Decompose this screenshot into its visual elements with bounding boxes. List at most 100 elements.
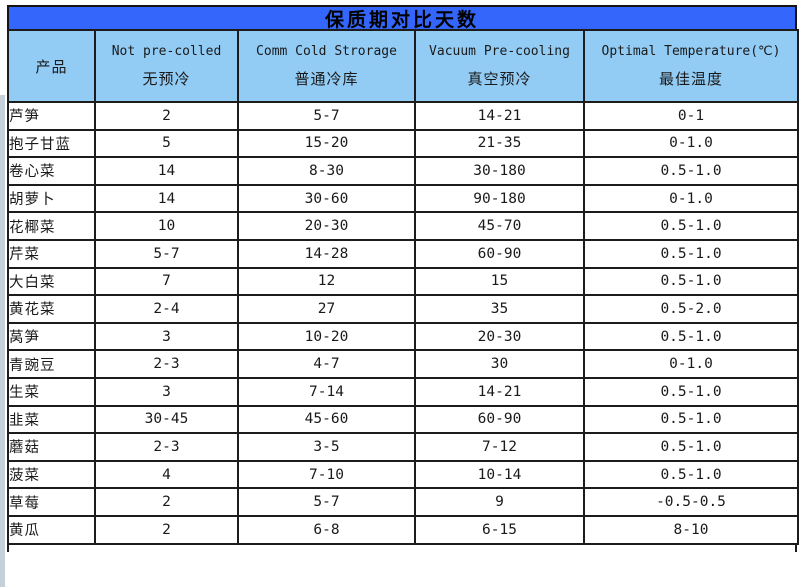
left-gutter: [0, 95, 5, 587]
header-row: 产品 Not pre-colled 无预冷 Comm Cold Strorage…: [7, 29, 799, 103]
value-cell: 10-20: [237, 321, 416, 352]
column-header-cold-storage: Comm Cold Strorage 普通冷库: [237, 29, 416, 103]
column-header-product: 产品: [7, 29, 96, 103]
table-frame: 保质期对比天数 产品 Not: [7, 5, 799, 552]
value-cell: 14: [94, 156, 239, 186]
value-cell: 0.5-1.0: [583, 238, 799, 269]
value-cell: 4-7: [237, 349, 416, 379]
product-cell: 芦笋: [7, 101, 96, 131]
table-row: 大白菜 7 12 15 0.5-1.0: [7, 266, 799, 297]
table-body: 芦笋 2 5-7 14-21 0-1 抱子甘蓝 5 15-20 21-35 0-1.0 卷心菜 14 8…: [7, 101, 799, 545]
value-cell: 15-20: [237, 128, 416, 159]
value-cell: 12: [237, 266, 416, 297]
table-row: 青豌豆 2-3 4-7 30 0-1.0: [7, 349, 799, 379]
value-cell: 30-45: [94, 404, 239, 435]
value-cell: 2-3: [94, 349, 239, 379]
column-header-product-label: 产品: [35, 57, 68, 76]
title-bar: 保质期对比天数: [7, 5, 797, 31]
table-row: 芹菜 5-7 14-28 60-90 0.5-1.0: [7, 238, 799, 269]
value-cell: 14-21: [414, 101, 585, 131]
value-cell: 0-1.0: [583, 349, 799, 379]
table-row: 抱子甘蓝 5 15-20 21-35 0-1.0: [7, 128, 799, 159]
product-cell: 胡萝卜: [7, 183, 96, 214]
table-row: 胡萝卜 14 30-60 90-180 0-1.0: [7, 183, 799, 214]
value-cell: 45-60: [237, 404, 416, 435]
value-cell: 0.5-1.0: [583, 156, 799, 186]
product-cell: 莴笋: [7, 321, 96, 352]
value-cell: 8-30: [237, 156, 416, 186]
value-cell: 0.5-1.0: [583, 211, 799, 241]
column-header-en: Comm Cold Strorage: [256, 43, 397, 59]
table-row: 卷心菜 14 8-30 30-180 0.5-1.0: [7, 156, 799, 186]
column-header-zh: 真空预冷: [467, 69, 532, 88]
value-cell: 7-12: [414, 432, 585, 462]
value-cell: 0.5-1.0: [583, 376, 799, 407]
value-cell: 20-30: [237, 211, 416, 241]
table-row: 黄花菜 2-4 27 35 0.5-2.0: [7, 294, 799, 324]
value-cell: 30-180: [414, 156, 585, 186]
column-header-en: Not pre-colled: [111, 43, 222, 59]
value-cell: 7-10: [237, 459, 416, 490]
value-cell: 10: [94, 211, 239, 241]
value-cell: 5-7: [237, 487, 416, 517]
value-cell: 0-1.0: [583, 128, 799, 159]
value-cell: 2: [94, 101, 239, 131]
value-cell: 0.5-1.0: [583, 266, 799, 297]
table-row: 生菜 3 7-14 14-21 0.5-1.0: [7, 376, 799, 407]
column-header-en: Vacuum Pre-cooling: [429, 43, 570, 59]
value-cell: -0.5-0.5: [583, 487, 799, 517]
value-cell: 2: [94, 514, 239, 545]
value-cell: 30-60: [237, 183, 416, 214]
product-cell: 芹菜: [7, 238, 96, 269]
shelf-life-table: 产品 Not pre-colled 无预冷 Comm Cold Strorage…: [7, 29, 799, 545]
value-cell: 6-15: [414, 514, 585, 545]
value-cell: 5-7: [237, 101, 416, 131]
product-cell: 花椰菜: [7, 211, 96, 241]
value-cell: 0.5-1.0: [583, 321, 799, 352]
value-cell: 14: [94, 183, 239, 214]
product-cell: 卷心菜: [7, 156, 96, 186]
value-cell: 2-3: [94, 432, 239, 462]
value-cell: 45-70: [414, 211, 585, 241]
product-cell: 韭菜: [7, 404, 96, 435]
column-header-zh: 无预冷: [142, 69, 191, 88]
value-cell: 2: [94, 487, 239, 517]
column-header-no-precooling: Not pre-colled 无预冷: [94, 29, 239, 103]
column-header-en: Optimal Temperature(℃): [601, 43, 781, 59]
value-cell: 10-14: [414, 459, 585, 490]
value-cell: 21-35: [414, 128, 585, 159]
value-cell: 0-1.0: [583, 183, 799, 214]
product-cell: 青豌豆: [7, 349, 96, 379]
column-header-zh: 普通冷库: [294, 69, 359, 88]
table-row: 花椰菜 10 20-30 45-70 0.5-1.0: [7, 211, 799, 241]
product-cell: 黄花菜: [7, 294, 96, 324]
value-cell: 60-90: [414, 238, 585, 269]
value-cell: 0.5-2.0: [583, 294, 799, 324]
value-cell: 3-5: [237, 432, 416, 462]
value-cell: 6-8: [237, 514, 416, 545]
value-cell: 2-4: [94, 294, 239, 324]
product-cell: 草莓: [7, 487, 96, 517]
value-cell: 27: [237, 294, 416, 324]
product-cell: 菠菜: [7, 459, 96, 490]
value-cell: 7-14: [237, 376, 416, 407]
table-row: 韭菜 30-45 45-60 60-90 0.5-1.0: [7, 404, 799, 435]
value-cell: 9: [414, 487, 585, 517]
column-header-optimal-temperature: Optimal Temperature(℃) 最佳温度: [583, 29, 799, 103]
table-row: 芦笋 2 5-7 14-21 0-1: [7, 101, 799, 131]
value-cell: 20-30: [414, 321, 585, 352]
value-cell: 35: [414, 294, 585, 324]
value-cell: 15: [414, 266, 585, 297]
value-cell: 8-10: [583, 514, 799, 545]
product-cell: 蘑菇: [7, 432, 96, 462]
value-cell: 5: [94, 128, 239, 159]
value-cell: 60-90: [414, 404, 585, 435]
value-cell: 0.5-1.0: [583, 459, 799, 490]
page-title: 保质期对比天数: [324, 8, 479, 31]
value-cell: 14-21: [414, 376, 585, 407]
product-cell: 抱子甘蓝: [7, 128, 96, 159]
value-cell: 0.5-1.0: [583, 432, 799, 462]
product-cell: 大白菜: [7, 266, 96, 297]
value-cell: 14-28: [237, 238, 416, 269]
